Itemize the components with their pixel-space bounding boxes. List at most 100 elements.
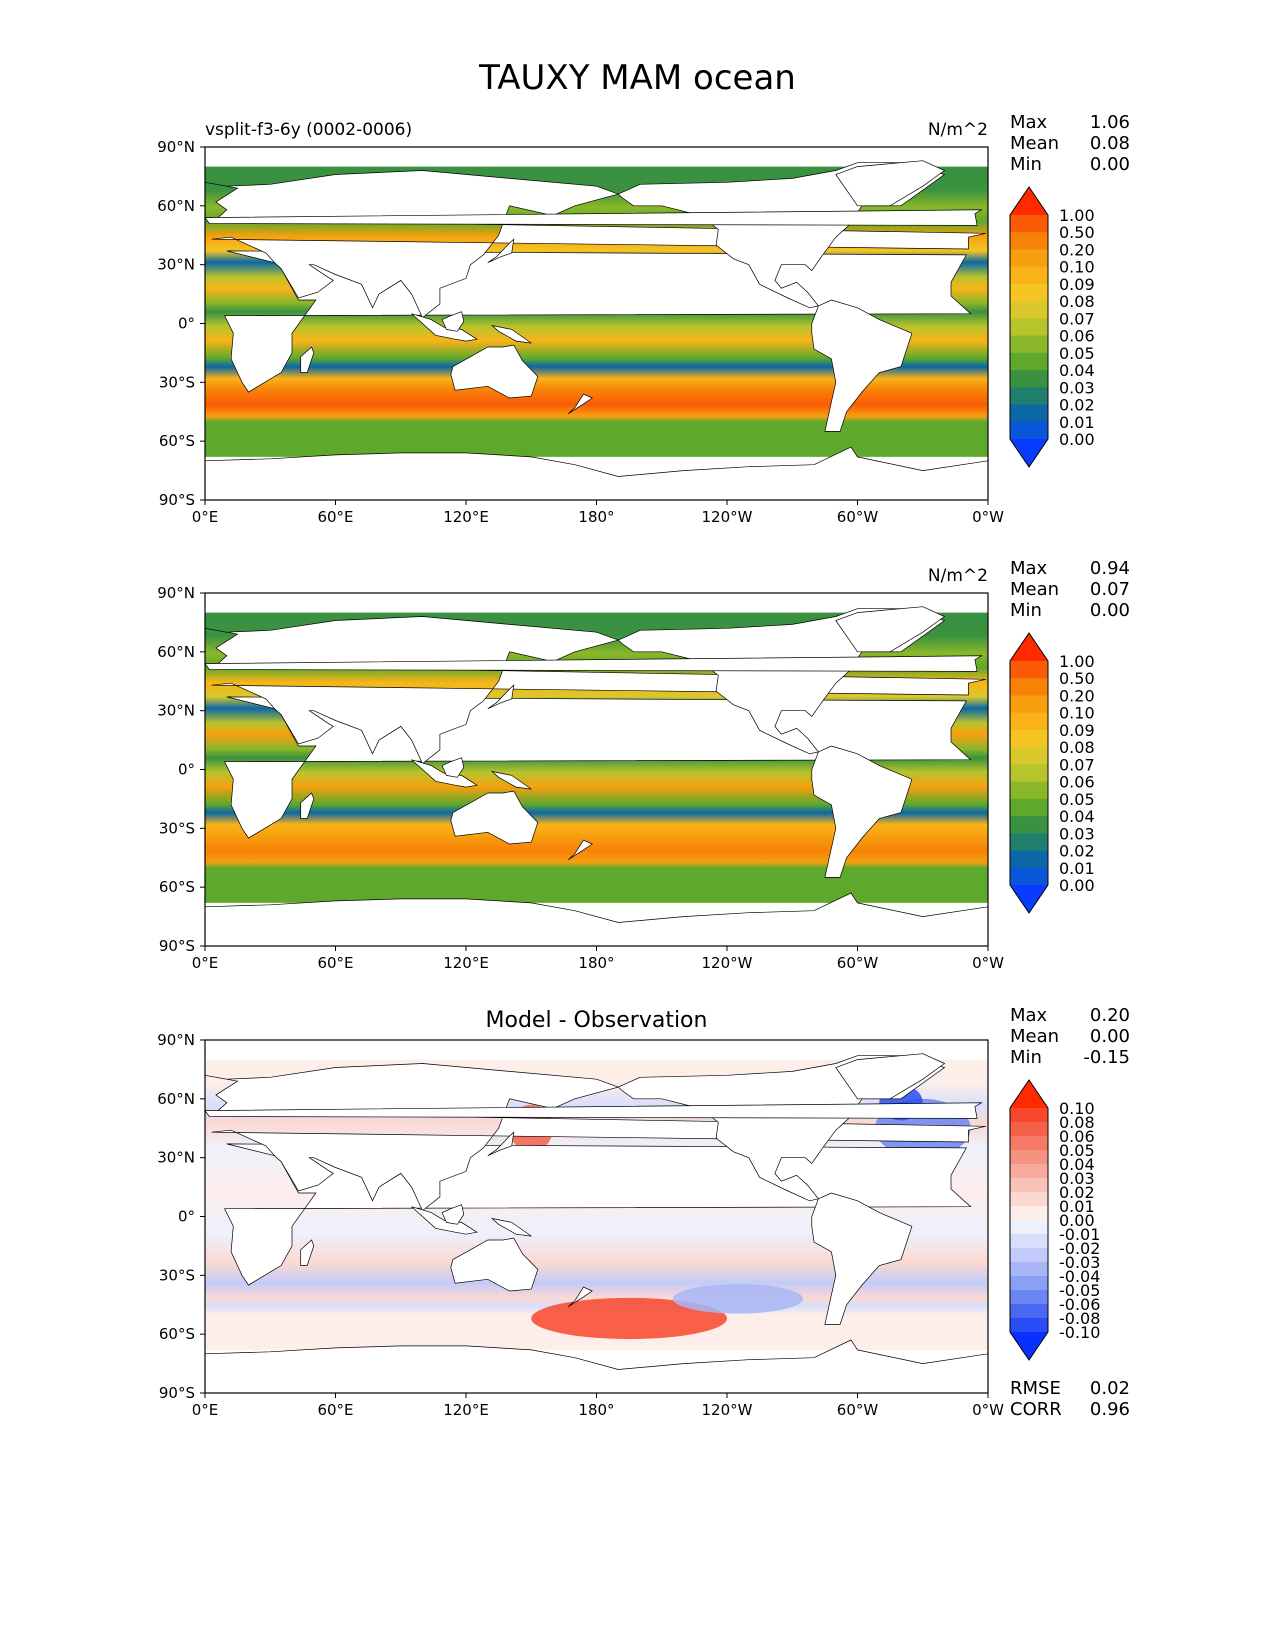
- y-tick-label: 60°S: [159, 1325, 195, 1343]
- colorbar-tick-label: 0.07: [1059, 755, 1095, 774]
- land-greenland: [835, 1053, 946, 1100]
- x-tick-label: 180°: [578, 954, 614, 972]
- stat-min-label: Min: [1010, 600, 1042, 621]
- land-uk: [205, 209, 983, 226]
- x-tick-label: 0°W: [972, 508, 1004, 526]
- colorbar-segment: [1010, 1304, 1048, 1319]
- y-tick-label: 90°N: [157, 138, 195, 156]
- stat-rmse-value: 0.02: [1090, 1378, 1130, 1399]
- coastlines: [205, 606, 988, 946]
- stat-mean-value: 0.08: [1090, 133, 1130, 154]
- x-tick-label: 180°: [578, 508, 614, 526]
- colorbar-segment: [1010, 249, 1048, 268]
- land-madagascar: [300, 792, 315, 819]
- stat-min-label: Min: [1010, 154, 1042, 175]
- colorbar-tick-label: 0.50: [1059, 669, 1095, 688]
- land-greenland: [835, 606, 946, 653]
- y-tick-label: 0°: [178, 761, 195, 779]
- land-eurasia: [205, 616, 986, 765]
- coastlines: [205, 1053, 988, 1393]
- colorbar-tick-label: 0.20: [1059, 686, 1095, 705]
- land-madagascar: [300, 346, 315, 373]
- stat-min-value: 0.00: [1090, 600, 1130, 621]
- x-tick-label: 0°W: [972, 954, 1004, 972]
- colorbar-segment: [1010, 833, 1048, 852]
- y-tick-label: 60°N: [157, 643, 195, 661]
- map-panel-1: 0°E 60°E 120°E 180° 120°W 60°W 0°W 90°N 60°N 30°N…: [157, 112, 1130, 526]
- colorbar-segment: [1010, 798, 1048, 817]
- colorbar-segment: [1010, 1108, 1048, 1123]
- colorbar: 1.000.500.200.100.090.080.070.060.050.04…: [1009, 632, 1095, 914]
- colorbar-tick-label: 0.07: [1059, 309, 1095, 328]
- land-eurasia: [205, 1063, 986, 1212]
- land-borneo: [441, 1204, 465, 1225]
- colorbar-segment: [1010, 318, 1048, 337]
- x-tick-label: 0°E: [192, 954, 219, 972]
- colorbar-segment: [1010, 867, 1048, 886]
- x-tick-label: 60°W: [837, 508, 879, 526]
- colorbar-tick-label: 0.06: [1059, 773, 1095, 792]
- coastlines: [205, 160, 988, 500]
- y-tick-label: 60°N: [157, 1090, 195, 1108]
- colorbar-segment: [1010, 370, 1048, 388]
- land-newguinea: [490, 770, 532, 790]
- land-samerica: [811, 745, 913, 878]
- colorbar-segment: [1010, 232, 1048, 250]
- colorbar-segment: [1010, 1206, 1048, 1221]
- colorbar-segment: [1010, 1122, 1048, 1137]
- colorbar-tick-label: 0.04: [1059, 807, 1095, 826]
- land-indonesia: [411, 1206, 478, 1235]
- colorbar-tick-label: 0.08: [1059, 738, 1095, 757]
- x-tick-label: 60°E: [317, 1401, 353, 1419]
- colorbar-segment: [1010, 1262, 1048, 1277]
- stat-max-label: Max: [1010, 112, 1048, 133]
- colorbar-tick-label: 0.01: [1059, 413, 1095, 432]
- land-eurasia: [205, 170, 986, 319]
- colorbar-tick-label: 0.09: [1059, 275, 1095, 294]
- map-panel-3: 0°E 60°E 120°E 180° 120°W 60°W 0°W 90°N 60°N 30°N…: [157, 1005, 1130, 1420]
- panel-left-label: vsplit-f3-6y (0002-0006): [205, 120, 412, 140]
- x-tick-label: 60°E: [317, 954, 353, 972]
- colorbar-segment: [1010, 215, 1048, 233]
- colorbar-tick-label: 0.06: [1059, 327, 1095, 346]
- colorbar-extend-top: [1010, 187, 1048, 215]
- land-newguinea: [490, 1217, 532, 1237]
- land-australia: [450, 1237, 539, 1292]
- negative-anomaly-south-pacific: [672, 1284, 804, 1314]
- x-tick-label: 120°W: [702, 508, 753, 526]
- colorbar-segment: [1010, 266, 1048, 285]
- colorbar-segment: [1010, 850, 1048, 869]
- colorbar-segment: [1010, 301, 1048, 319]
- y-tick-label: 30°N: [157, 1149, 195, 1167]
- land-antarctica: [205, 892, 988, 946]
- colorbar-tick-label: 0.05: [1059, 790, 1095, 809]
- colorbar-segment: [1010, 1164, 1048, 1179]
- land-indonesia: [411, 759, 478, 788]
- colorbar-tick-label: 0.08: [1059, 1113, 1095, 1132]
- land-uk: [205, 1102, 983, 1119]
- y-tick-label: 30°N: [157, 702, 195, 720]
- colorbar-tick-label: 0.05: [1059, 344, 1095, 363]
- colorbar-extend-top: [1010, 633, 1048, 661]
- colorbar-tick-label: -0.04: [1059, 1267, 1100, 1286]
- stat-max-label: Max: [1010, 558, 1048, 579]
- land-antarctica: [205, 1339, 988, 1393]
- colorbar-tick-label: -0.02: [1059, 1239, 1100, 1258]
- y-tick-label: 0°: [178, 1208, 195, 1226]
- stat-mean-value: 0.00: [1090, 1026, 1130, 1047]
- colorbar-extend-bottom: [1010, 885, 1048, 913]
- colorbar-tick-label: -0.03: [1059, 1253, 1100, 1272]
- y-tick-label: 60°S: [159, 878, 195, 896]
- x-tick-label: 60°W: [837, 954, 879, 972]
- x-tick-label: 120°E: [443, 1401, 489, 1419]
- colorbar-segment: [1010, 1150, 1048, 1165]
- x-tick-label: 60°E: [317, 508, 353, 526]
- stat-max-value: 1.06: [1090, 112, 1130, 133]
- land-japan: [487, 238, 515, 264]
- colorbar-tick-label: 1.00: [1059, 652, 1095, 671]
- x-tick-label: 0°E: [192, 1401, 219, 1419]
- x-tick-label: 0°W: [972, 1401, 1004, 1419]
- stat-mean-label: Mean: [1010, 133, 1059, 154]
- panel-units: N/m^2: [928, 566, 988, 586]
- land-borneo: [441, 311, 465, 332]
